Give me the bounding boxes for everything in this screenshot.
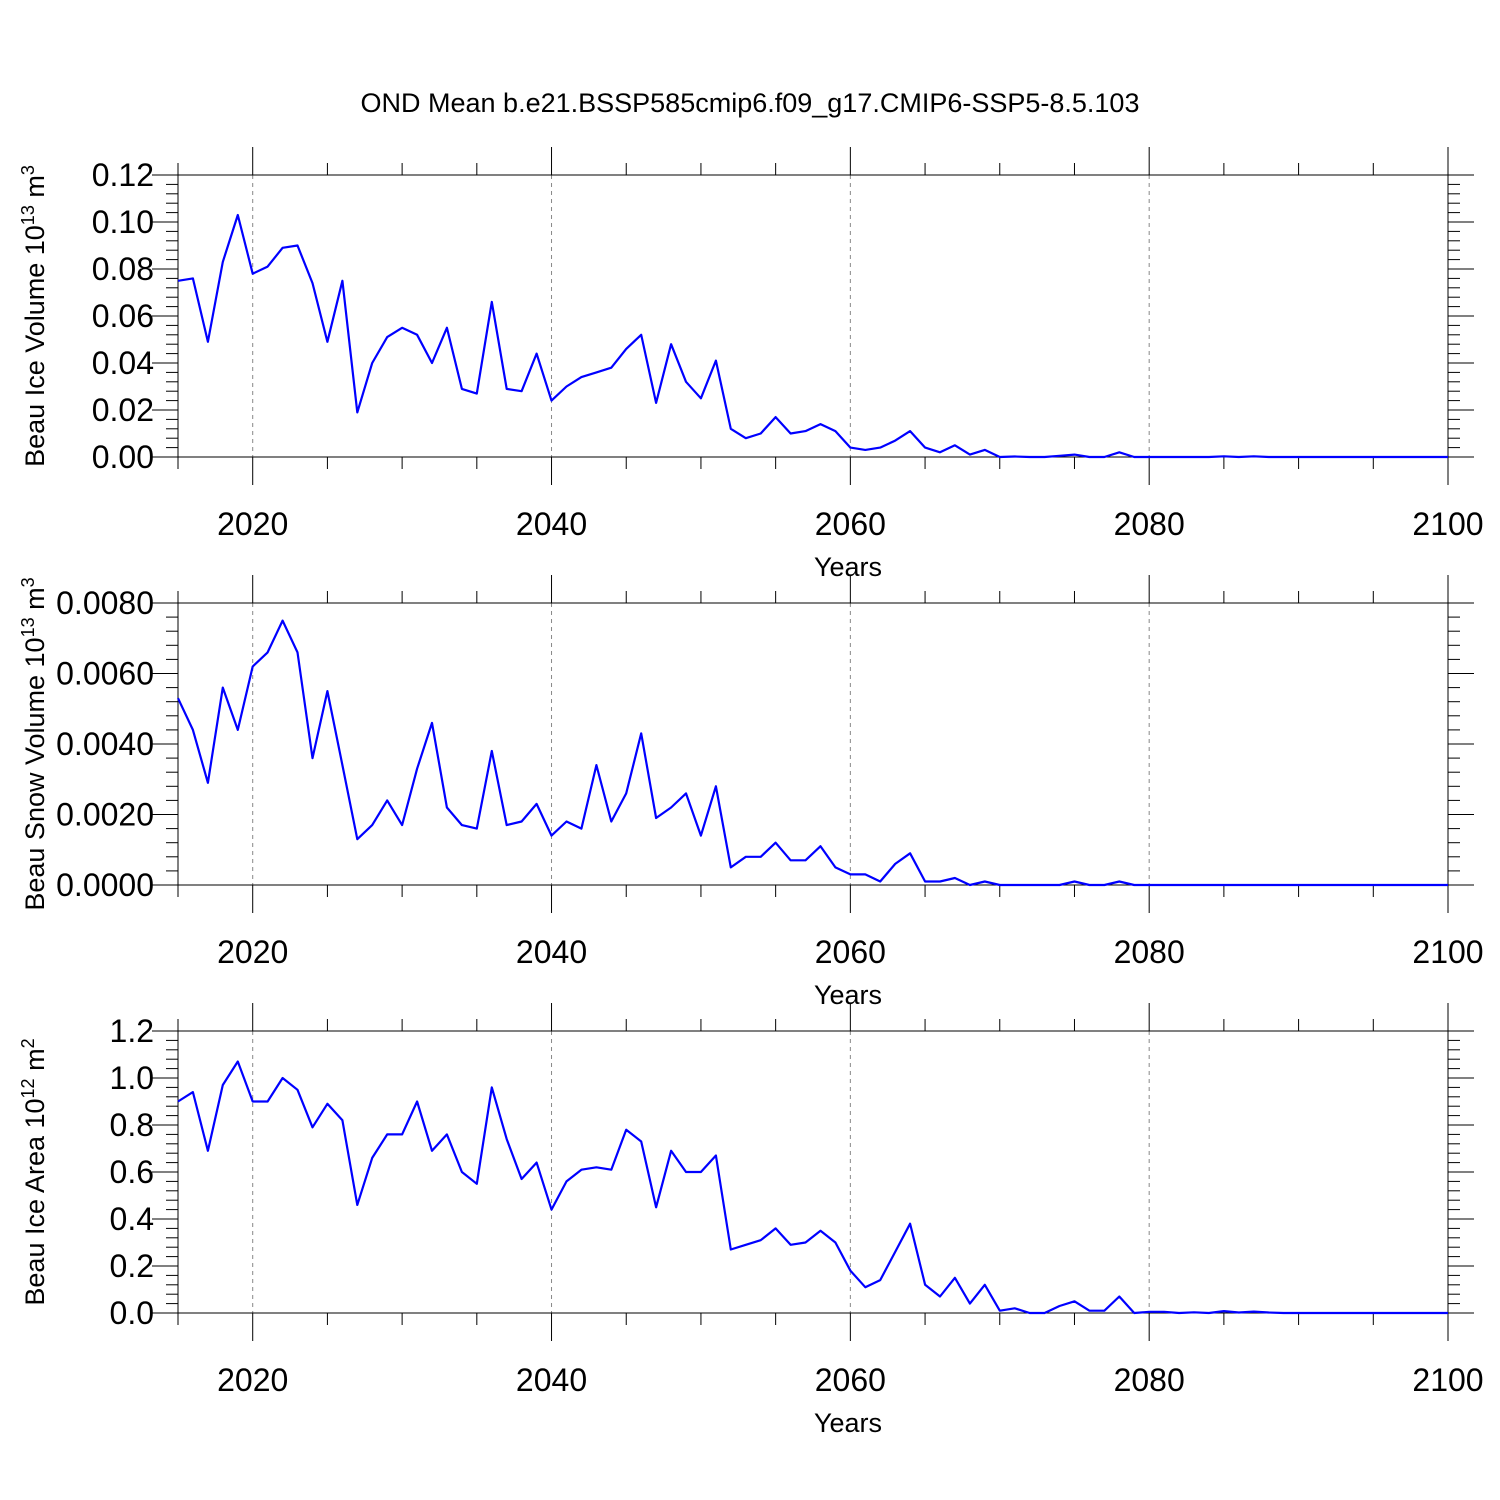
x-axis-label: Years: [814, 980, 882, 1010]
x-axis-label: Years: [814, 1408, 882, 1438]
x-tick-label: 2080: [1114, 934, 1185, 970]
y-tick-label: 0.0020: [56, 797, 154, 833]
series-line: [177, 619, 1448, 887]
y-tick-label: 0.04: [92, 345, 154, 381]
panel-3: 2020 2040 2060 2080 2100 0.0 0.2 0.4 0.6 0.8 1.0 1.…: [18, 1003, 1484, 1438]
x-tick-label: 2060: [815, 1362, 886, 1398]
y-tick-label: 0.6: [110, 1154, 154, 1190]
x-tick-label: 2060: [815, 934, 886, 970]
y-tick-label: 0.0000: [56, 867, 154, 903]
y-tick-label: 1.2: [110, 1013, 154, 1049]
panel-1: 2020 2040 2060 2080 2100 0.00 0.02 0.04 0.06 0.08…: [18, 147, 1484, 582]
series-line: [177, 213, 1448, 459]
panel-2: 2020 2040 2060 2080 2100 0.0000 0.0020 0.0040 0.…: [18, 575, 1484, 1010]
y-tick-label: 0.08: [92, 251, 154, 287]
x-tick-label: 2040: [516, 1362, 587, 1398]
x-tick-label: 2060: [815, 506, 886, 542]
y-tick-label: 0.0060: [56, 656, 154, 692]
x-tick-label: 2020: [217, 506, 288, 542]
x-tick-label: 2020: [217, 1362, 288, 1398]
x-axis-label: Years: [814, 552, 882, 582]
y-tick-label: 0.0: [110, 1295, 154, 1331]
y-tick-label: 0.8: [110, 1107, 154, 1143]
y-tick-label: 0.02: [92, 392, 154, 428]
x-tick-label: 2040: [516, 506, 587, 542]
y-axis-label: Beau Snow Volume 1013 m3: [18, 577, 50, 910]
x-tick-label: 2100: [1412, 934, 1483, 970]
y-axis-label: Beau Ice Volume 1013 m3: [18, 165, 50, 467]
plot-frame: [177, 602, 1449, 886]
x-tick-label: 2080: [1114, 506, 1185, 542]
y-tick-label: 0.0040: [56, 726, 154, 762]
figure-title: OND Mean b.e21.BSSP585cmip6.f09_g17.CMIP…: [361, 88, 1140, 118]
x-tick-label: 2100: [1412, 506, 1483, 542]
y-axis-label: Beau Ice Area 1012 m2: [18, 1038, 50, 1305]
y-tick-label: 0.4: [110, 1201, 154, 1237]
y-tick-label: 0.12: [92, 157, 154, 193]
y-tick-label: 0.00: [92, 439, 154, 475]
x-tick-label: 2040: [516, 934, 587, 970]
y-tick-label: 0.0080: [56, 585, 154, 621]
y-tick-label: 0.06: [92, 298, 154, 334]
x-tick-label: 2080: [1114, 1362, 1185, 1398]
y-tick-label: 1.0: [110, 1060, 154, 1096]
x-tick-label: 2020: [217, 934, 288, 970]
x-tick-label: 2100: [1412, 1362, 1483, 1398]
y-tick-label: 0.10: [92, 204, 154, 240]
plot-frame: [177, 174, 1449, 458]
series-line: [177, 1060, 1448, 1315]
y-tick-label: 0.2: [110, 1248, 154, 1284]
